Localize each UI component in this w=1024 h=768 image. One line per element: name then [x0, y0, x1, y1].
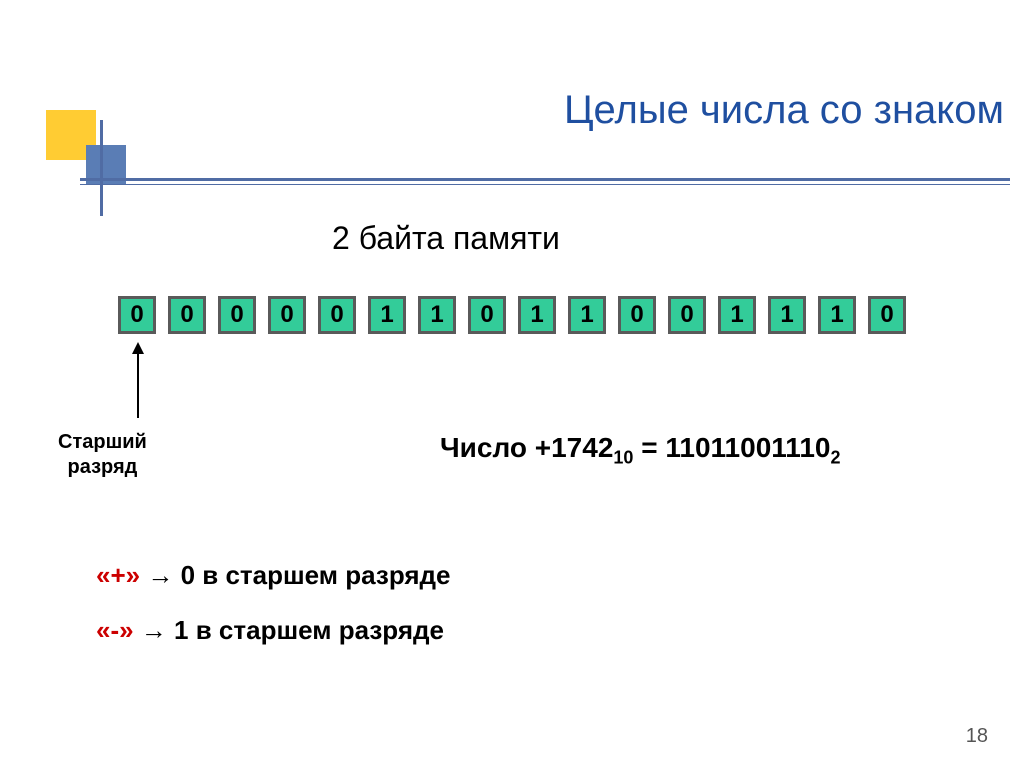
msb-label-line2: разряд [68, 456, 138, 478]
bit-cell: 1 [568, 296, 606, 334]
number-eq: = 11011001110 [633, 432, 830, 463]
ornament-vertical-rule [100, 120, 103, 216]
arrow-stem [137, 352, 139, 418]
rule-plus: «+» → 0 в старшем разряде [96, 560, 451, 591]
rule-plus-text: 0 в старшем разряде [181, 560, 451, 590]
corner-ornament [40, 110, 130, 200]
rule-minus-text: 1 в старшем разряде [174, 615, 444, 645]
page-number: 18 [966, 725, 988, 748]
bit-cell: 1 [818, 296, 856, 334]
bit-cell: 1 [768, 296, 806, 334]
arrow-right-icon: → [134, 615, 174, 645]
bit-cell: 1 [718, 296, 756, 334]
bit-cell: 1 [368, 296, 406, 334]
number-prefix: Число +1742 [440, 432, 613, 463]
number-expression: Число +174210 = 110110011102 [440, 432, 840, 469]
msb-label: Старший разряд [58, 430, 147, 480]
divider-line-thin [80, 184, 1010, 185]
rule-plus-sign: «+» [96, 560, 140, 590]
rule-minus-sign: «-» [96, 615, 134, 645]
slide-title: Целые числа со знаком [564, 88, 1004, 133]
bit-cell: 1 [418, 296, 456, 334]
divider-line-thick [80, 178, 1010, 181]
bit-cell: 0 [318, 296, 356, 334]
bit-cell: 0 [618, 296, 656, 334]
rule-minus: «-» → 1 в старшем разряде [96, 615, 451, 646]
bits-row: 0000011011001110 [118, 296, 906, 334]
number-base-2: 2 [830, 448, 840, 468]
bit-cell: 0 [468, 296, 506, 334]
msb-label-line1: Старший [58, 431, 147, 453]
sign-rules: «+» → 0 в старшем разряде «-» → 1 в стар… [96, 560, 451, 670]
slide-subtitle: 2 байта памяти [332, 220, 560, 257]
bit-cell: 1 [518, 296, 556, 334]
bit-cell: 0 [218, 296, 256, 334]
bit-cell: 0 [268, 296, 306, 334]
number-base-10: 10 [613, 448, 633, 468]
bit-cell: 0 [868, 296, 906, 334]
bit-cell: 0 [118, 296, 156, 334]
msb-arrow [132, 342, 144, 418]
bit-cell: 0 [168, 296, 206, 334]
arrow-right-icon: → [140, 560, 180, 590]
bit-cell: 0 [668, 296, 706, 334]
